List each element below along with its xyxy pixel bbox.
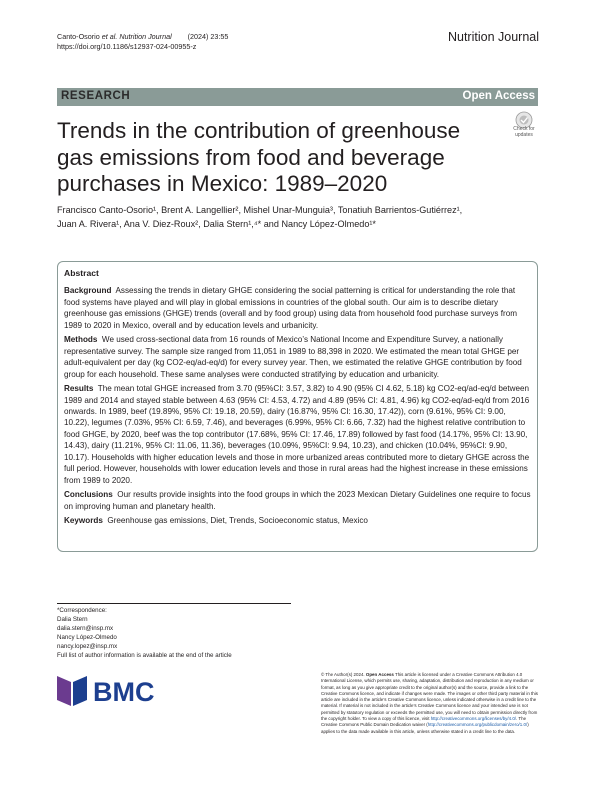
check-for-updates-icon[interactable]	[509, 110, 539, 140]
article-type-label: RESEARCH	[61, 90, 131, 102]
running-header: Canto-Osorio et al. Nutrition Journal (2…	[57, 32, 228, 52]
doi-link[interactable]: https://doi.org/10.1186/s12937-024-00955…	[57, 42, 197, 51]
abstract-box: Abstract Background Assessing the trends…	[57, 261, 538, 552]
abstract-keywords: Keywords Greenhouse gas emissions, Diet,…	[64, 516, 368, 526]
footnote-divider	[57, 603, 291, 604]
abstract-heading: Abstract	[64, 268, 99, 278]
article-type-banner: RESEARCH Open Access	[57, 88, 538, 106]
journal-name: Nutrition Journal	[447, 30, 539, 44]
license-link-by[interactable]: http://creativecommons.org/licenses/by/4…	[430, 716, 517, 722]
citation-journal: et al. Nutrition Journal	[101, 32, 172, 41]
bmc-logo-text: BMC	[93, 677, 155, 707]
email-link-1[interactable]: dalia.stern@insp.mx	[57, 625, 114, 633]
check-for-updates-label: Check for updates	[513, 126, 535, 138]
license-text: © The Author(s) 2024. Open Access This a…	[321, 672, 538, 734]
bmc-logo-icon: BMC	[57, 676, 155, 707]
author-list: Francisco Canto-Osorio¹, Brent A. Langel…	[57, 204, 537, 231]
abstract-results: Results The mean total GHGE increased fr…	[64, 384, 530, 485]
authors-line-2: Juan A. Rivera¹, Ana V. Diez-Roux², Dali…	[57, 218, 376, 229]
article-title: Trends in the contribution of greenhouse…	[57, 118, 461, 196]
license-link-zero[interactable]: http://creativecommons.org/publicdomain/…	[427, 722, 528, 728]
open-access-label: Open Access	[462, 90, 535, 102]
email-link-2[interactable]: nancy.lopez@insp.mx	[57, 643, 118, 651]
abstract-conclusions: Conclusions Our results provide insights…	[64, 490, 531, 511]
abstract-background: Background Assessing the trends in dieta…	[64, 286, 517, 330]
citation-year: (2024) 23:55	[171, 32, 229, 41]
correspondence-block: *Correspondence: Dalia Stern dalia.stern…	[57, 607, 232, 660]
citation-authors: Canto-Osorio	[57, 32, 102, 41]
abstract-methods: Methods We used cross-sectional data fro…	[64, 335, 522, 379]
authors-line-1: Francisco Canto-Osorio¹, Brent A. Langel…	[57, 205, 463, 215]
